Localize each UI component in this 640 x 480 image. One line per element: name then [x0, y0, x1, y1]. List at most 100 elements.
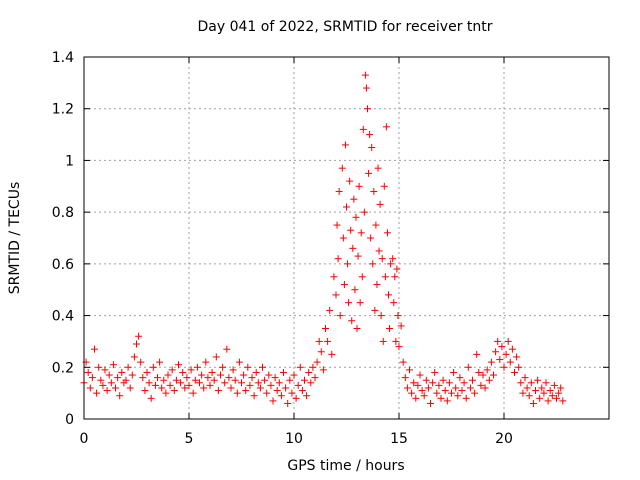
data-point	[391, 273, 399, 281]
data-point	[418, 387, 426, 395]
data-point	[193, 363, 201, 371]
data-point	[298, 387, 306, 395]
data-point	[95, 363, 103, 371]
data-point	[356, 299, 364, 307]
data-point	[401, 374, 409, 382]
data-point	[88, 374, 96, 382]
data-point	[343, 203, 350, 211]
data-point	[286, 376, 294, 384]
data-point	[348, 317, 356, 325]
data-point	[309, 363, 317, 371]
data-point	[277, 392, 285, 400]
data-point	[301, 376, 308, 384]
data-points	[80, 71, 567, 407]
plot-frame	[83, 56, 610, 420]
data-point	[380, 182, 388, 190]
data-point	[350, 195, 358, 203]
data-point	[168, 366, 176, 374]
data-point	[244, 363, 252, 371]
data-point	[550, 381, 558, 389]
data-point	[112, 384, 119, 392]
data-point	[366, 131, 374, 139]
data-point	[185, 381, 193, 389]
x-axis-label: GPS time / hours	[287, 458, 404, 474]
y-tick-label: 0.2	[52, 360, 74, 376]
data-point	[393, 265, 401, 273]
data-point	[105, 371, 113, 379]
data-point	[164, 371, 172, 379]
data-point	[339, 234, 347, 242]
data-point	[392, 337, 400, 345]
y-axis-label: SRMTID / TECUs	[7, 182, 23, 295]
data-point	[233, 389, 241, 397]
data-point	[282, 384, 290, 392]
data-point	[445, 379, 453, 387]
data-point	[362, 84, 370, 92]
data-point	[313, 358, 321, 366]
data-point	[191, 376, 199, 384]
data-point	[284, 399, 292, 407]
y-tick-label: 0.4	[52, 309, 74, 325]
x-tick-label: 20	[495, 431, 513, 447]
data-point	[128, 371, 136, 379]
data-point	[364, 105, 371, 113]
data-point	[86, 384, 94, 392]
data-point	[263, 389, 271, 397]
data-point	[525, 392, 533, 400]
data-point	[359, 125, 367, 133]
data-point	[496, 356, 504, 364]
data-point	[198, 371, 206, 379]
data-point	[210, 376, 218, 384]
data-point	[386, 325, 394, 332]
data-point	[542, 379, 550, 387]
data-point	[135, 332, 143, 340]
data-point	[534, 376, 542, 384]
data-point	[250, 392, 258, 400]
y-tick-label: 0.6	[52, 257, 74, 273]
x-tick-label: 10	[285, 431, 303, 447]
data-point	[412, 394, 420, 402]
data-point	[116, 392, 124, 400]
data-point	[303, 392, 311, 400]
data-point	[437, 394, 445, 402]
data-point	[559, 397, 567, 405]
data-point	[267, 381, 275, 389]
data-point	[376, 200, 384, 208]
data-point	[555, 389, 563, 397]
data-point	[229, 366, 237, 374]
data-point	[557, 384, 565, 392]
data-point	[143, 368, 151, 376]
data-point	[500, 363, 508, 371]
data-point	[492, 348, 500, 356]
data-point	[462, 394, 470, 402]
data-point	[109, 361, 117, 369]
x-tick-label: 0	[80, 431, 89, 447]
data-point	[395, 343, 403, 351]
data-point	[122, 376, 130, 384]
data-point	[456, 374, 464, 382]
data-point	[371, 306, 379, 314]
data-point	[394, 312, 402, 320]
data-point	[335, 187, 343, 195]
data-point	[336, 312, 344, 320]
data-point	[240, 371, 248, 379]
data-point	[338, 164, 346, 172]
data-point	[330, 273, 338, 281]
data-point	[154, 374, 161, 382]
data-point	[485, 376, 493, 384]
data-point	[187, 366, 195, 374]
data-point	[149, 363, 157, 371]
data-point	[379, 337, 387, 345]
data-point	[466, 384, 474, 392]
data-point	[317, 348, 325, 356]
chart-title: Day 041 of 2022, SRMTID for receiver tnt…	[197, 19, 492, 35]
data-point	[290, 371, 298, 379]
data-point	[294, 381, 302, 389]
data-point	[544, 397, 552, 405]
data-point	[523, 384, 531, 392]
data-point	[296, 363, 304, 371]
data-point	[340, 281, 348, 289]
data-point	[389, 255, 397, 263]
data-point	[227, 384, 235, 392]
data-point	[473, 350, 481, 358]
